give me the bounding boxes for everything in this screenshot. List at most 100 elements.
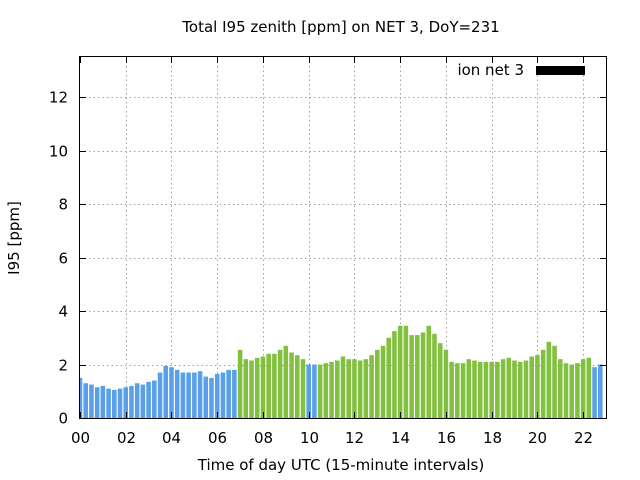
bar: [129, 385, 134, 418]
bar: [397, 325, 403, 418]
bar: [277, 349, 283, 418]
y-tick-label: 8: [58, 196, 68, 214]
bar: [598, 364, 603, 418]
bar: [403, 325, 409, 418]
bar: [580, 359, 586, 418]
bar: [529, 356, 534, 418]
bar: [232, 369, 237, 418]
legend: ion net 3: [457, 61, 585, 79]
bar: [146, 381, 151, 418]
grid: [80, 57, 606, 418]
bar: [380, 345, 386, 418]
bar: [449, 361, 454, 418]
bar: [466, 359, 472, 418]
bar: [174, 369, 180, 418]
legend-label: ion net 3: [457, 61, 524, 79]
bar: [335, 360, 340, 418]
bar: [500, 359, 506, 418]
bar: [169, 367, 174, 418]
y-tick-label: 4: [58, 303, 68, 321]
bar: [272, 353, 277, 418]
y-axis-label: I95 [ppm]: [5, 201, 23, 275]
bar: [363, 359, 369, 418]
bar: [375, 349, 380, 418]
bar: [266, 353, 271, 418]
x-tick-label: 16: [437, 429, 456, 447]
bar: [557, 359, 563, 418]
bar: [460, 363, 466, 418]
bar: [260, 356, 266, 418]
bar: [369, 355, 374, 418]
bar: [237, 349, 243, 418]
bar: [134, 383, 140, 418]
x-axis-label: Time of day UTC (15-minute intervals): [197, 456, 484, 474]
bar: [186, 372, 191, 418]
bar: [306, 364, 311, 418]
bar: [415, 335, 420, 418]
bar: [83, 383, 88, 418]
bar: [152, 380, 157, 418]
bar: [283, 345, 289, 418]
bar: [163, 365, 169, 418]
bar: [420, 332, 426, 418]
bar: [340, 356, 346, 418]
bar: [512, 360, 517, 418]
x-tick-label: 10: [300, 429, 319, 447]
bar: [209, 377, 214, 418]
bar: [300, 359, 306, 418]
bar: [123, 387, 129, 418]
bar: [106, 388, 111, 418]
bar: [180, 372, 186, 418]
bar: [592, 367, 597, 418]
bar: [346, 359, 351, 418]
bar: [477, 361, 483, 418]
bar: [483, 361, 489, 418]
bar: [140, 384, 146, 418]
bar: [443, 349, 449, 418]
bar: [214, 373, 220, 418]
bar: [329, 361, 334, 418]
bar: [254, 357, 260, 418]
bar: [472, 360, 477, 418]
y-tick-label: 12: [49, 89, 68, 107]
chart-title: Total I95 zenith [ppm] on NET 3, DoY=231: [181, 18, 499, 36]
y-tick-label: 6: [58, 250, 68, 268]
bar: [294, 355, 300, 418]
bar: [89, 384, 94, 418]
bar: [563, 363, 569, 418]
bar: [535, 355, 540, 418]
x-tick-label: 02: [117, 429, 136, 447]
bar: [569, 364, 574, 418]
bar: [323, 363, 329, 418]
bar: [157, 372, 163, 418]
bar: [112, 389, 117, 418]
bar: [540, 349, 546, 418]
y-tick-label: 0: [58, 410, 68, 428]
bar: [392, 331, 397, 418]
x-tick-label: 22: [574, 429, 593, 447]
x-tick-label: 14: [391, 429, 410, 447]
bar: [289, 352, 294, 418]
bar: [552, 345, 557, 418]
bar: [546, 341, 552, 418]
bar: [517, 361, 523, 418]
bar: [197, 371, 203, 418]
bar: [249, 360, 254, 418]
legend-swatch: [536, 66, 585, 75]
bar: [386, 337, 392, 418]
x-tick-label: 20: [528, 429, 547, 447]
bar: [192, 372, 197, 418]
plot-frame: [79, 56, 607, 419]
bar: [489, 361, 494, 418]
bar: [409, 335, 414, 418]
x-tick-label: 08: [254, 429, 273, 447]
bar: [523, 360, 529, 418]
bar: [437, 343, 443, 418]
bar: [426, 325, 432, 418]
bar: [352, 359, 357, 418]
x-tick-label: 12: [345, 429, 364, 447]
x-tick-label: 18: [483, 429, 502, 447]
bar: [94, 387, 100, 418]
bar: [100, 385, 106, 418]
bar: [506, 357, 512, 418]
